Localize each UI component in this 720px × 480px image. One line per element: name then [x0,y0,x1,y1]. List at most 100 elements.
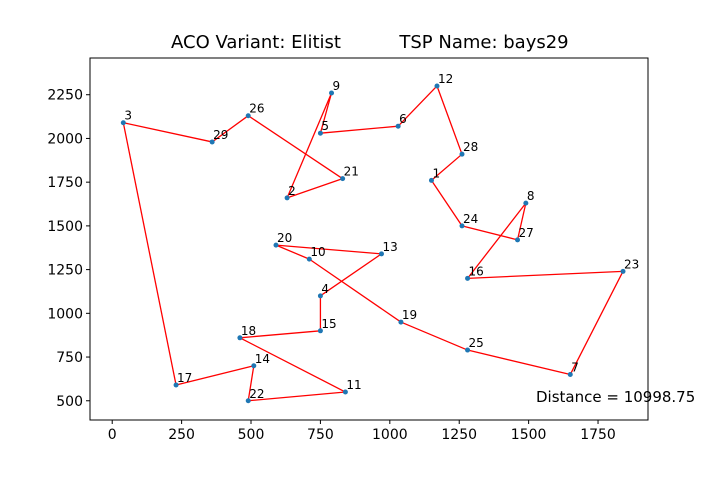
city-label: 27 [519,226,534,240]
city-label: 26 [249,102,264,116]
city-label: 22 [249,387,264,401]
city-label: 18 [241,324,256,338]
city-label: 9 [333,79,341,93]
city-point [237,335,243,341]
x-axis-ticks: 0 250 500 750 1000 1250 1500 1750 [108,420,616,443]
city-point [434,83,440,89]
y-tick-label: 500 [56,394,83,410]
city-point [340,176,346,182]
route-segment [239,330,321,339]
city-label: 25 [469,336,484,350]
route-segment [275,244,310,260]
city-label: 13 [382,240,397,254]
route-segment [431,153,463,181]
route-segment [175,365,254,386]
route-segment [436,85,463,155]
route-segment [397,85,438,127]
route-segment [320,125,399,134]
city-point [398,319,404,325]
route-segment [319,92,333,134]
route-segment [286,92,333,199]
city-label: 4 [321,282,329,296]
city-point [428,177,434,183]
city-label: 2 [288,184,296,198]
city-label: 24 [463,212,478,226]
city-point [251,363,257,369]
city-point [245,398,251,404]
x-tick-label: 0 [108,427,117,443]
x-tick-label: 1000 [372,427,408,443]
city-label: 29 [213,128,228,142]
city-point [317,328,323,334]
y-axis-ticks: 500 750 1000 1250 1500 1750 2000 2250 [47,88,90,410]
city-label: 3 [124,109,132,123]
point-layer [120,83,626,404]
y-tick-label: 1000 [47,306,83,322]
city-label: 23 [624,257,639,271]
city-point [120,120,126,126]
x-tick-label: 1500 [511,427,547,443]
city-point [523,200,529,206]
city-point [459,223,465,229]
city-point [378,251,384,257]
city-label: 19 [402,308,417,322]
route-segment [400,321,468,351]
city-point [459,151,465,157]
route-segment [286,178,343,199]
route-segment [569,271,624,375]
city-label: 21 [344,165,359,179]
y-tick-label: 1750 [47,175,83,191]
x-tick-label: 750 [307,427,334,443]
chart-title-variant: ACO Variant: Elitist [171,32,341,53]
chart-title-tsp-name: TSP Name: bays29 [398,32,568,53]
city-point [317,130,323,136]
y-tick-label: 2250 [47,88,83,104]
x-tick-label: 500 [238,427,265,443]
route-segment [122,122,177,386]
city-point [342,389,348,395]
city-point [273,242,279,248]
route-segment [430,180,463,227]
city-point [329,90,335,96]
city-label: 1 [432,166,440,180]
x-tick-label: 1250 [441,427,477,443]
route-segment [247,115,343,180]
city-point [465,275,471,281]
city-point [567,372,573,378]
city-label: 10 [310,245,325,259]
y-tick-label: 750 [56,350,83,366]
city-label: 6 [399,112,407,126]
x-tick-label: 1750 [580,427,616,443]
city-point [173,382,179,388]
city-point [465,347,471,353]
city-label: 7 [571,361,579,375]
city-label: 11 [346,378,361,392]
route-segment [247,365,255,401]
city-label: 28 [463,140,478,154]
city-label: 15 [321,317,336,331]
route-segment [320,253,382,297]
city-label: 17 [177,371,192,385]
route-segment [467,202,527,279]
route-segment [461,225,518,241]
city-label: 20 [277,231,292,245]
city-label: 12 [438,72,453,86]
route-segment [211,115,249,143]
route-segment [516,203,527,241]
route-segment [275,244,382,255]
city-label: 14 [255,352,270,366]
city-point [317,293,323,299]
route-segment [239,337,346,393]
city-point [209,139,215,145]
city-point [306,256,312,262]
city-point [245,113,251,119]
route-segment [467,349,571,376]
distance-annotation: Distance = 10998.75 [536,388,695,406]
city-label: 16 [469,264,484,278]
route-segment [467,270,624,279]
x-tick-label: 250 [168,427,195,443]
city-label: 5 [321,119,329,133]
y-tick-label: 1500 [47,219,83,235]
